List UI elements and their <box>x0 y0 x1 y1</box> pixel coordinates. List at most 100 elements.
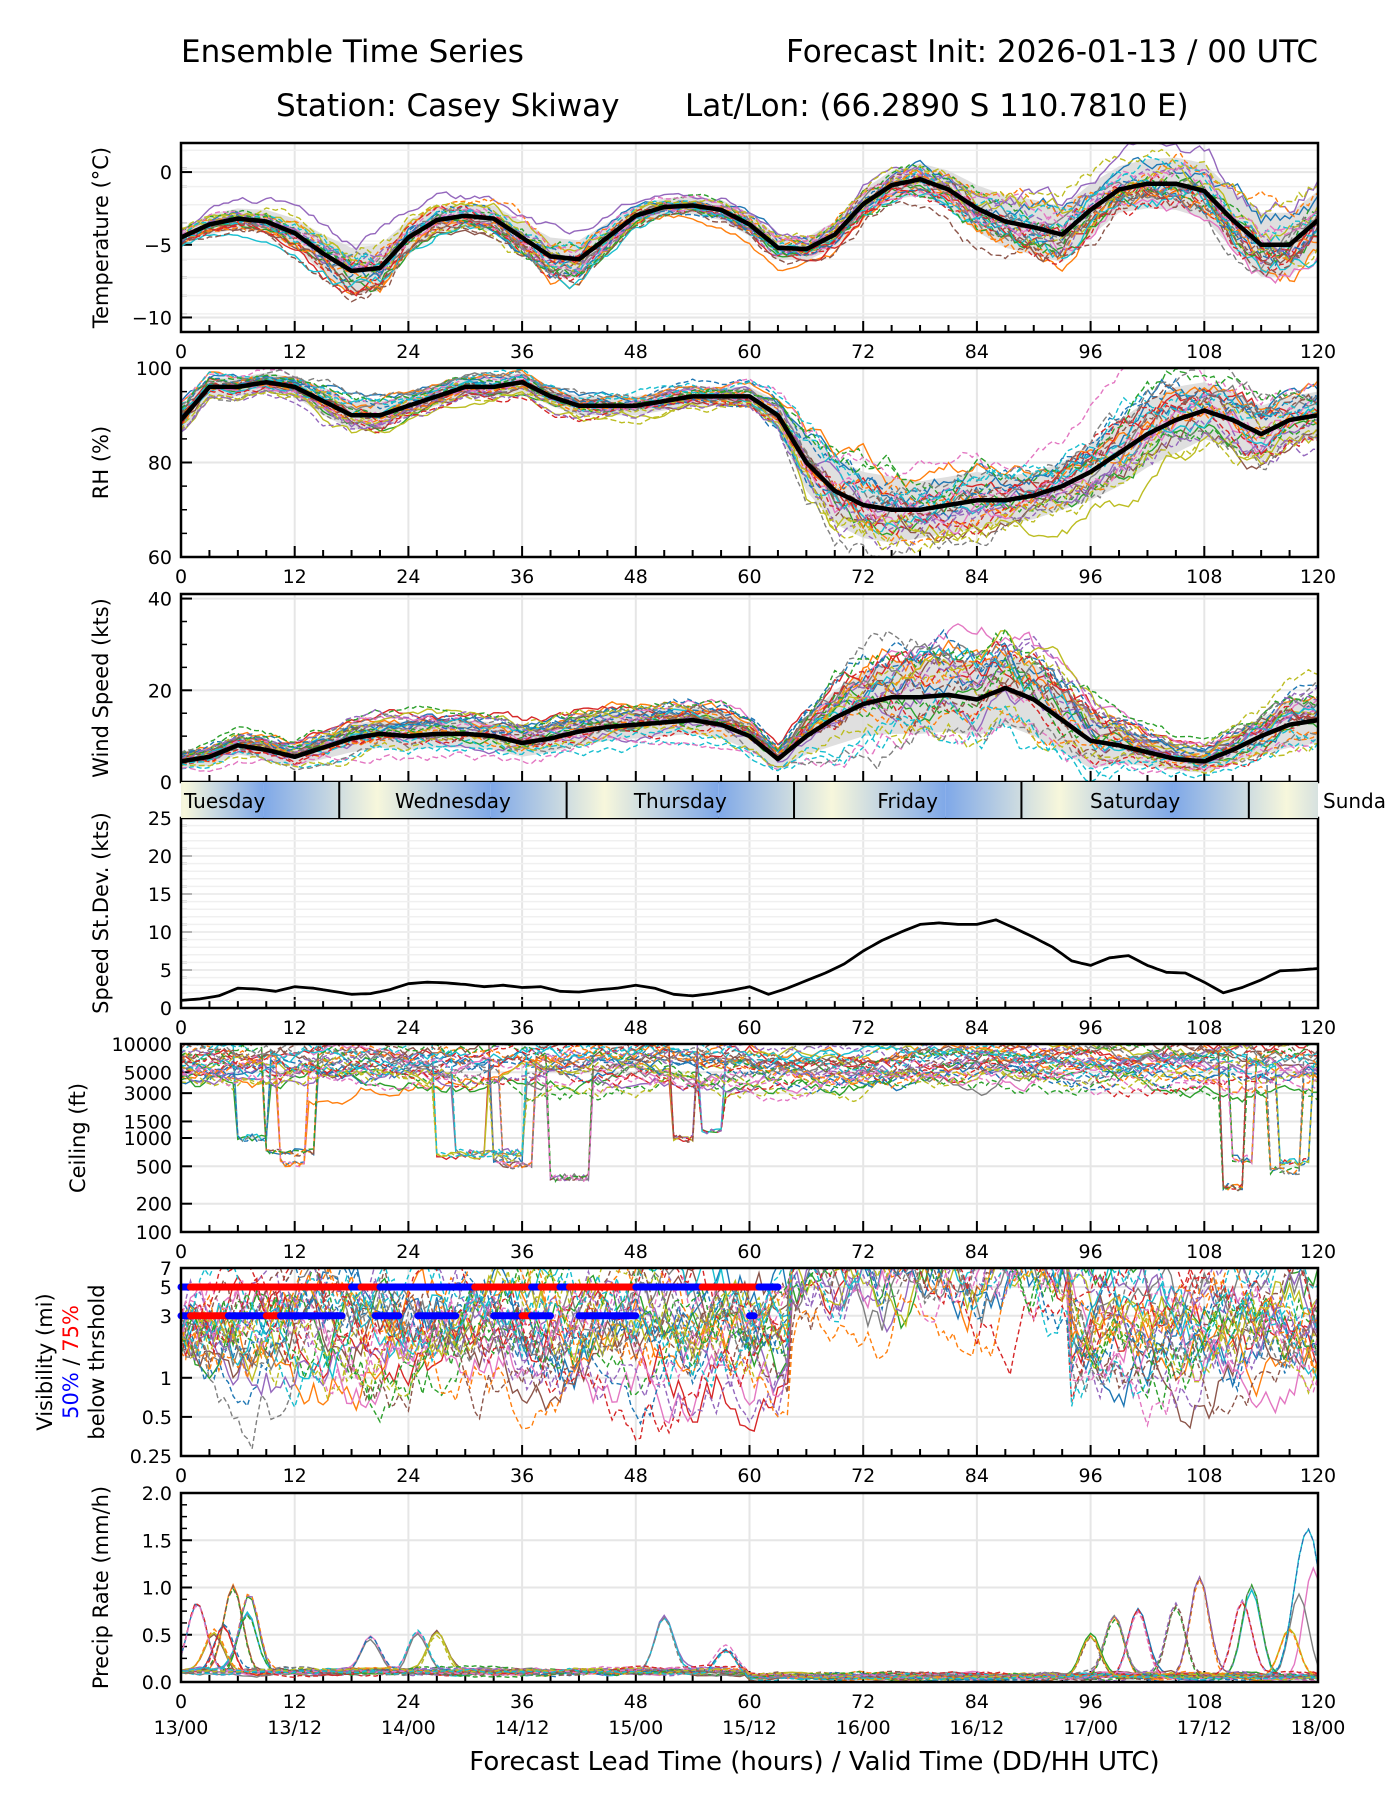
figure-title: Ensemble Time Series <box>181 34 524 70</box>
x-tick-label: 36 <box>510 1465 534 1487</box>
y-axis-label-percentiles: 50% / 75% <box>59 1305 83 1419</box>
x-valid-time-label: 15/12 <box>722 1717 777 1739</box>
x-tick-label: 0 <box>175 566 187 588</box>
x-tick-label: 120 <box>1300 1691 1336 1713</box>
x-tick-label: 96 <box>1079 1017 1103 1039</box>
x-tick-label: 36 <box>510 341 534 363</box>
x-tick-label: 48 <box>624 341 648 363</box>
ensemble-member-line <box>181 705 1318 774</box>
y-tick-label: 10 <box>148 922 172 944</box>
x-tick-label: 60 <box>737 1241 761 1263</box>
ensemble-member-line <box>181 186 1318 303</box>
ensemble-member-line <box>181 1268 1318 1430</box>
panel-frame <box>179 366 1320 559</box>
ensemble-member-line <box>181 373 1318 499</box>
ensemble-member-line <box>181 384 1318 557</box>
y-tick-label: 1500 <box>124 1111 172 1133</box>
x-tick-label: 24 <box>396 1465 420 1487</box>
x-tick-label: 108 <box>1186 1241 1222 1263</box>
x-tick-label: 36 <box>510 1017 534 1039</box>
day-label: Sunda <box>1323 789 1386 813</box>
y-tick-label: 20 <box>148 680 172 702</box>
ensemble-member-line <box>181 1054 1318 1158</box>
x-tick-label: 24 <box>396 341 420 363</box>
station-name: Station: Casey Skiway <box>276 88 620 124</box>
x-tick-label: 36 <box>510 1691 534 1713</box>
x-tick-label: 24 <box>396 566 420 588</box>
ensemble-member-line <box>181 1527 1318 1682</box>
forecast-init: Forecast Init: 2026-01-13 / 00 UTC <box>786 34 1318 70</box>
ensemble-member-line <box>181 627 1318 754</box>
x-tick-label: 120 <box>1300 1241 1336 1263</box>
ensemble-member-line <box>181 1044 1318 1161</box>
ensemble-member-line <box>181 391 1318 555</box>
x-tick-label: 60 <box>737 1691 761 1713</box>
x-tick-label: 84 <box>965 341 989 363</box>
panel-precip: 0.0 0.5 1.0 1.5 2.0 Precip Rate (mm/h) 0 12 24 36… <box>89 1483 1345 1777</box>
ensemble-member-line <box>181 713 1318 775</box>
ensemble-mean-line <box>181 685 1318 764</box>
x-tick-label: 72 <box>851 1241 875 1263</box>
y-tick-label: 60 <box>148 547 172 569</box>
x-tick-label: 48 <box>624 1465 648 1487</box>
ensemble-member-line <box>181 179 1318 282</box>
p75-label: 75% <box>59 1305 83 1352</box>
y-tick-label: 0 <box>160 162 172 184</box>
day-label: Thursday <box>633 789 727 813</box>
x-tick-label: 24 <box>396 1017 420 1039</box>
y-tick-label: 100 <box>136 358 172 380</box>
x-tick-label: 0 <box>175 1691 187 1713</box>
x-tick-label: 120 <box>1300 566 1336 588</box>
ensemble-member-line <box>181 1268 1318 1403</box>
x-tick-label: 96 <box>1079 341 1103 363</box>
panel-visibility: 75 3 1 0.5 0.25 Visibility (mi) 50% / 75% below… <box>33 1258 1336 1487</box>
station-latlon: Lat/Lon: (66.2890 S 110.7810 E) <box>685 88 1189 124</box>
x-tick-label: 108 <box>1186 341 1222 363</box>
ensemble-member-line <box>181 1628 1318 1682</box>
x-valid-time-label: 16/12 <box>950 1717 1005 1739</box>
y-tick-label: 100 <box>136 1222 172 1244</box>
y-tick-label: 0.5 <box>142 1407 172 1429</box>
ensemble-member-line <box>181 1044 1318 1175</box>
x-tick-label: 36 <box>510 1241 534 1263</box>
ensemble-member-line <box>181 1650 1318 1682</box>
ensemble-member-line <box>181 1044 1318 1160</box>
y-tick-label: 40 <box>148 589 172 611</box>
y-tick-label: 200 <box>136 1194 172 1216</box>
y-tick-label: −10 <box>132 307 172 329</box>
day-label: Saturday <box>1090 789 1180 813</box>
x-valid-time-label: 14/00 <box>381 1717 436 1739</box>
y-tick-label: 5 <box>160 960 172 982</box>
x-tick-label: 120 <box>1300 341 1336 363</box>
day-label: Wednesday <box>395 789 511 813</box>
ensemble-member-line <box>181 1044 1318 1158</box>
ensemble-mean-line <box>181 177 1318 274</box>
x-tick-label: 24 <box>396 1691 420 1713</box>
ensemble-member-line <box>181 1636 1318 1682</box>
x-tick-label: 96 <box>1079 1465 1103 1487</box>
ensemble-member-line <box>181 1044 1318 1190</box>
x-tick-label: 84 <box>965 1017 989 1039</box>
panel-rh: 100 80 60 RH (%) 0 12 24 36 48 60 72 84 96 108 120 <box>89 358 1336 588</box>
x-tick-label: 96 <box>1079 566 1103 588</box>
y-tick-label: 3 <box>160 1306 172 1328</box>
ensemble-member-line <box>181 1044 1318 1192</box>
y-axis-label: Wind Speed (kts) <box>89 598 113 778</box>
ensemble-member-line <box>181 165 1318 271</box>
ensemble-member-line <box>181 368 1318 482</box>
y-tick-label: 0.25 <box>130 1446 172 1468</box>
y-tick-label: 20 <box>148 846 172 868</box>
ensemble-member-line <box>181 1268 1318 1393</box>
x-tick-label: 12 <box>283 566 307 588</box>
y-tick-label: 0.0 <box>142 1672 172 1694</box>
y-axis-label: Precip Rate (mm/h) <box>89 1486 113 1689</box>
x-tick-label: 0 <box>175 1241 187 1263</box>
y-tick-label: 1.0 <box>142 1578 172 1600</box>
ensemble-member-line <box>181 1268 1318 1441</box>
ensemble-member-line <box>181 378 1318 528</box>
y-tick-label: 0.5 <box>142 1625 172 1647</box>
ensemble-member-line <box>181 1575 1318 1682</box>
x-tick-label: 84 <box>965 1691 989 1713</box>
